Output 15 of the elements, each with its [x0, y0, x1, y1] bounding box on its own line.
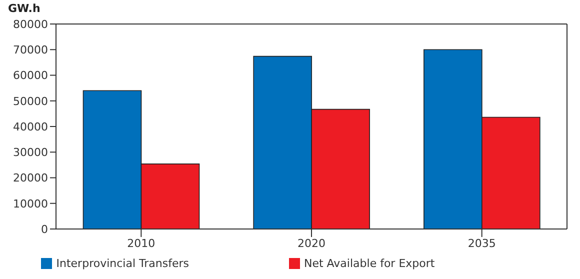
y-tick-label: 50000 [13, 94, 48, 108]
x-tick-label: 2035 [468, 236, 496, 250]
legend-label: Interprovincial Transfers [56, 257, 189, 270]
legend-label: Net Available for Export [304, 257, 435, 270]
y-tick-label: 40000 [13, 120, 48, 134]
y-axis-title: GW.h [8, 2, 40, 15]
y-tick-label: 60000 [13, 69, 48, 82]
x-tick-label: 2020 [298, 236, 326, 250]
y-tick-label: 0 [41, 222, 48, 236]
y-tick-label: 20000 [13, 172, 48, 185]
y-tick-label: 30000 [13, 146, 48, 160]
y-tick-label: 80000 [13, 18, 48, 31]
x-tick-label: 2010 [127, 236, 156, 250]
y-tick-label: 10000 [13, 197, 48, 210]
y-tick-label: 70000 [13, 44, 48, 57]
